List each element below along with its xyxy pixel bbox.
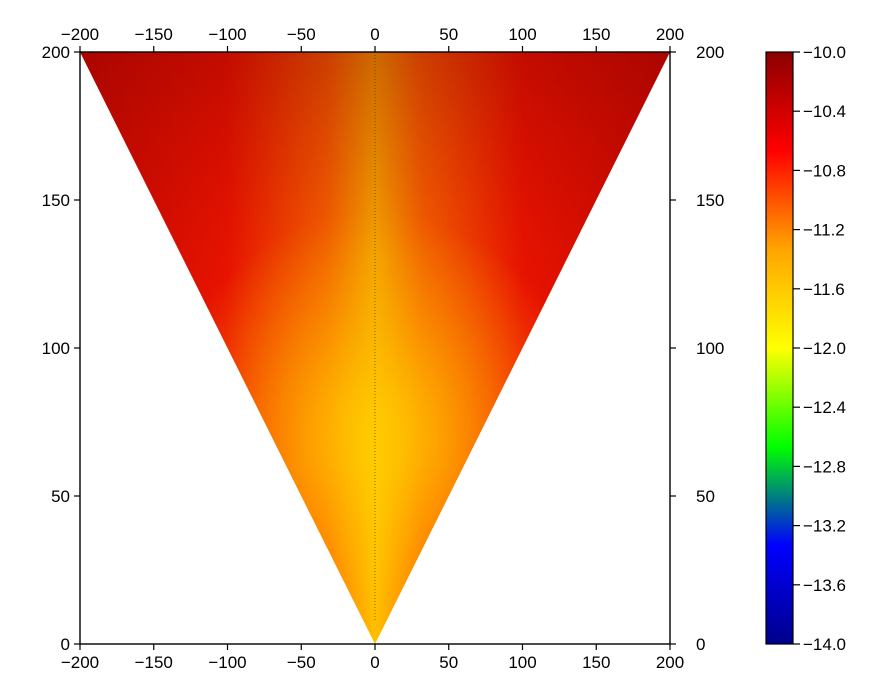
x-tick-label-top: 0 [370,25,379,44]
y-tick-label-left: 50 [51,487,70,506]
heat-triangle-shade [80,52,670,644]
x-tick-label-bottom: −150 [135,653,173,672]
colorbar-tick-label: −10.4 [803,102,846,121]
y-tick-label-left: 100 [42,339,70,358]
y-tick-label-left: 150 [42,191,70,210]
colorbar-tick-label: −13.2 [803,517,846,536]
x-tick-label-bottom: −200 [61,653,99,672]
x-tick-label-bottom: −100 [208,653,246,672]
x-tick-label-top: 100 [508,25,536,44]
x-tick-label-bottom: 0 [370,653,379,672]
colorbar-tick-label: −13.6 [803,576,846,595]
y-tick-label-right: 0 [696,635,705,654]
colorbar-tick-label: −14.0 [803,635,846,654]
colorbar-tick-label: −11.2 [803,221,845,240]
y-tick-label-right: 200 [696,43,724,62]
y-tick-label-left: 0 [61,635,70,654]
colorbar-tick-label: −10.8 [803,161,846,180]
x-tick-label-top: −50 [287,25,316,44]
x-tick-label-bottom: 100 [508,653,536,672]
y-tick-label-right: 100 [696,339,724,358]
x-tick-label-bottom: 200 [656,653,684,672]
colorbar: −14.0 −13.6 −13.2 −12.8 −12.4 −12.0 −11.6 −11.2… [765,43,846,654]
colorbar-tick-label: −12.0 [803,339,846,358]
x-tick-label-bottom: 150 [582,653,610,672]
x-tick-label-top: 150 [582,25,610,44]
colorbar-tick-label: −12.8 [803,457,846,476]
heatmap-region [80,52,670,644]
colorbar-scale [765,51,794,645]
y-tick-label-right: 150 [696,191,724,210]
colorbar-tick-label: −11.6 [803,280,845,299]
colorbar-tick-label: −12.4 [803,398,846,417]
plot-axes: −200 −200 −150 −150 −100 −100 −50 −50 0 0 50 50 100 1… [42,25,725,672]
x-tick-label-top: −100 [208,25,246,44]
x-tick-label-top: −150 [135,25,173,44]
x-tick-label-bottom: −50 [287,653,316,672]
x-tick-label-top: 200 [656,25,684,44]
x-tick-label-top: 50 [439,25,458,44]
y-tick-label-left: 200 [42,43,70,62]
colorbar-tick-label: −10.0 [803,43,846,62]
x-tick-label-top: −200 [61,25,99,44]
y-tick-label-right: 50 [696,487,715,506]
x-tick-label-bottom: 50 [439,653,458,672]
